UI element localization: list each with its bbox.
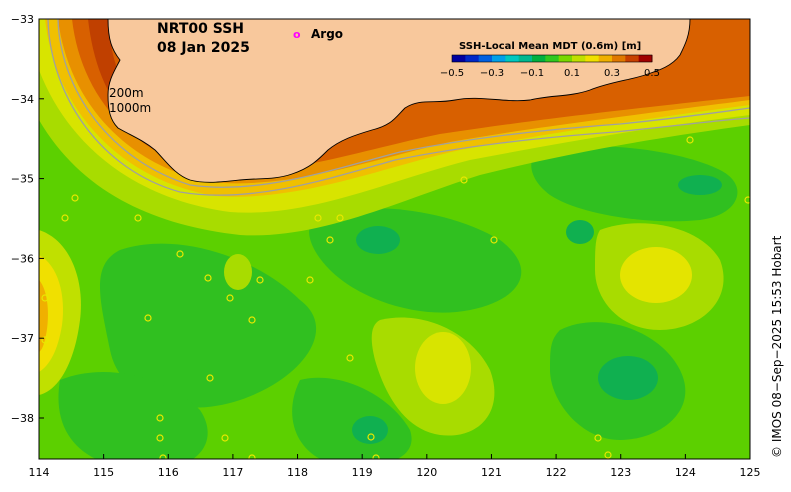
eddy-core-2: [598, 356, 658, 400]
credit-text: © IMOS 08−Sep−2025 15:53 Hobart: [770, 235, 784, 458]
colorbar-swatch: [558, 55, 573, 62]
colorbar-swatch: [585, 55, 600, 62]
isobath-label-1000m: 1000m: [109, 101, 151, 115]
eddy-low-southwest: [58, 372, 208, 459]
map-date: 08 Jan 2025: [157, 40, 250, 56]
colorbar-swatch: [625, 55, 640, 62]
eddy-low-east: [531, 146, 738, 222]
colorbar-swatch: [598, 55, 613, 62]
eddy-core-4: [566, 220, 594, 244]
x-tick-label: 114: [29, 466, 50, 479]
eddy-high-small: [224, 254, 252, 290]
x-tick-label: 118: [287, 466, 308, 479]
x-tick-label: 117: [222, 466, 243, 479]
colorbar-swatch: [572, 55, 586, 62]
colorbar-title: SSH-Local Mean MDT (0.6m) [m]: [459, 41, 641, 52]
x-tick-label: 122: [546, 466, 567, 479]
y-tick-label: −36: [11, 252, 34, 265]
colorbar-tick-label: −0.5: [440, 68, 464, 79]
colorbar-swatch: [638, 55, 653, 62]
colorbar-swatch: [532, 55, 546, 62]
colorbar-swatch: [478, 55, 493, 62]
x-tick-label: 125: [740, 466, 761, 479]
x-tick-label: 116: [158, 466, 179, 479]
x-tick-label: 119: [352, 466, 373, 479]
colorbar-swatch: [545, 55, 560, 62]
argo-floats: [41, 136, 750, 459]
colorbar-ticks: −0.5 −0.3 −0.1 0.1 0.3 0.5: [440, 68, 660, 79]
y-tick-label: −37: [11, 332, 34, 345]
colorbar-swatch: [452, 55, 466, 62]
colorbar-swatch: [465, 55, 480, 62]
x-tick-label: 121: [481, 466, 502, 479]
isobath-1000m: [47, 19, 750, 196]
colorbar-swatch: [518, 55, 533, 62]
eddy-low-center: [100, 243, 317, 408]
plot-frame: [38, 18, 751, 460]
eddy-high-east-core: [620, 247, 692, 303]
x-tick-label: 123: [610, 466, 631, 479]
y-tick-label: −33: [11, 13, 34, 26]
colorbar-swatches: [452, 55, 653, 62]
x-axis: 114 115 116 117 118 119 120 121 122 123 124 125: [29, 454, 761, 479]
colorbar: SSH-Local Mean MDT (0.6m) [m] −0.5 −0.3 −0…: [440, 41, 660, 79]
y-axis: −33 −34 −35 −36 −37 −38: [11, 13, 44, 425]
colorbar-frame: [451, 54, 653, 63]
y-tick-label: −35: [11, 173, 34, 186]
eddy-core-5: [352, 416, 388, 444]
plot-area: [39, 19, 750, 459]
y-tick-label: −38: [11, 412, 34, 425]
argo-legend-label: Argo: [311, 27, 343, 41]
x-tick-label: 115: [93, 466, 114, 479]
colorbar-tick-label: 0.3: [604, 68, 620, 79]
colorbar-tick-label: −0.1: [520, 68, 544, 79]
colorbar-swatch: [492, 55, 506, 62]
eddy-core-1: [356, 226, 400, 254]
isobath-label-200m: 200m: [109, 86, 144, 100]
colorbar-tick-label: 0.5: [644, 68, 660, 79]
eddy-high-south-center-core: [415, 332, 471, 404]
isobath-200m: [57, 19, 750, 188]
map-title: NRT00 SSH: [157, 21, 244, 37]
colorbar-tick-label: 0.1: [564, 68, 580, 79]
y-tick-label: −34: [11, 93, 34, 106]
eddy-high-west-center: [39, 280, 48, 352]
colorbar-tick-label: −0.3: [480, 68, 504, 79]
argo-legend-marker: o: [293, 28, 301, 41]
x-tick-label: 120: [416, 466, 437, 479]
x-tick-label: 124: [675, 466, 696, 479]
eddy-core-3: [678, 175, 722, 195]
colorbar-swatch: [505, 55, 520, 62]
colorbar-swatch: [612, 55, 626, 62]
